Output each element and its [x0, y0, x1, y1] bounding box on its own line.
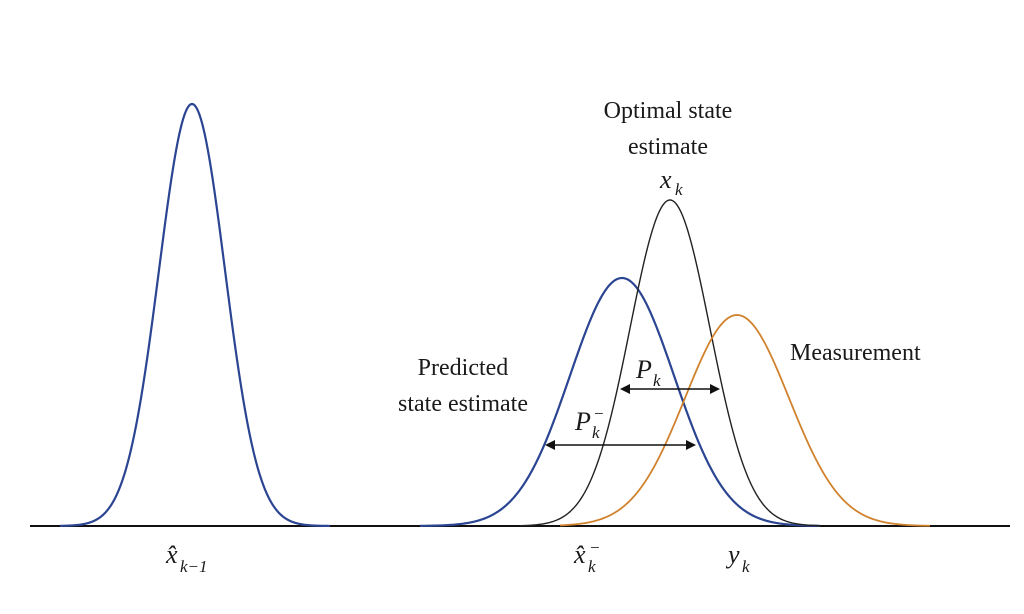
svg-text:P: P: [574, 407, 591, 436]
measurement-label: Measurement: [790, 340, 921, 366]
svg-text:k: k: [592, 423, 600, 442]
svg-text:k: k: [675, 180, 683, 199]
tick-label-measurement: y k: [725, 540, 750, 576]
svg-text:x̂: x̂: [165, 540, 178, 569]
svg-text:k: k: [653, 371, 661, 390]
optimal-label-line1: Optimal state: [604, 98, 733, 124]
svg-text:k: k: [742, 557, 750, 576]
optimal-state-curve: [519, 199, 821, 527]
predicted-state-curve: [419, 276, 821, 527]
tick-label-prev: x̂ k−1: [165, 540, 208, 576]
pk-minus-label: P k −: [574, 404, 604, 442]
tick-label-predicted: x̂ k −: [573, 538, 600, 576]
optimal-symbol: x k: [659, 165, 683, 199]
svg-text:P: P: [635, 355, 652, 384]
optimal-label-line2: estimate: [628, 134, 708, 160]
svg-text:x̂: x̂: [573, 540, 586, 569]
svg-text:k: k: [588, 557, 596, 576]
predicted-label-line1: Predicted: [418, 355, 509, 381]
svg-text:−: −: [589, 538, 600, 557]
svg-text:−: −: [593, 404, 604, 423]
svg-text:x: x: [659, 165, 672, 194]
svg-text:k−1: k−1: [180, 557, 208, 576]
svg-text:y: y: [725, 540, 740, 569]
measurement-curve: [559, 314, 931, 527]
prior-estimate-curve: [59, 102, 331, 528]
pk-label: P k: [635, 355, 661, 390]
predicted-label-line2: state estimate: [398, 391, 528, 417]
